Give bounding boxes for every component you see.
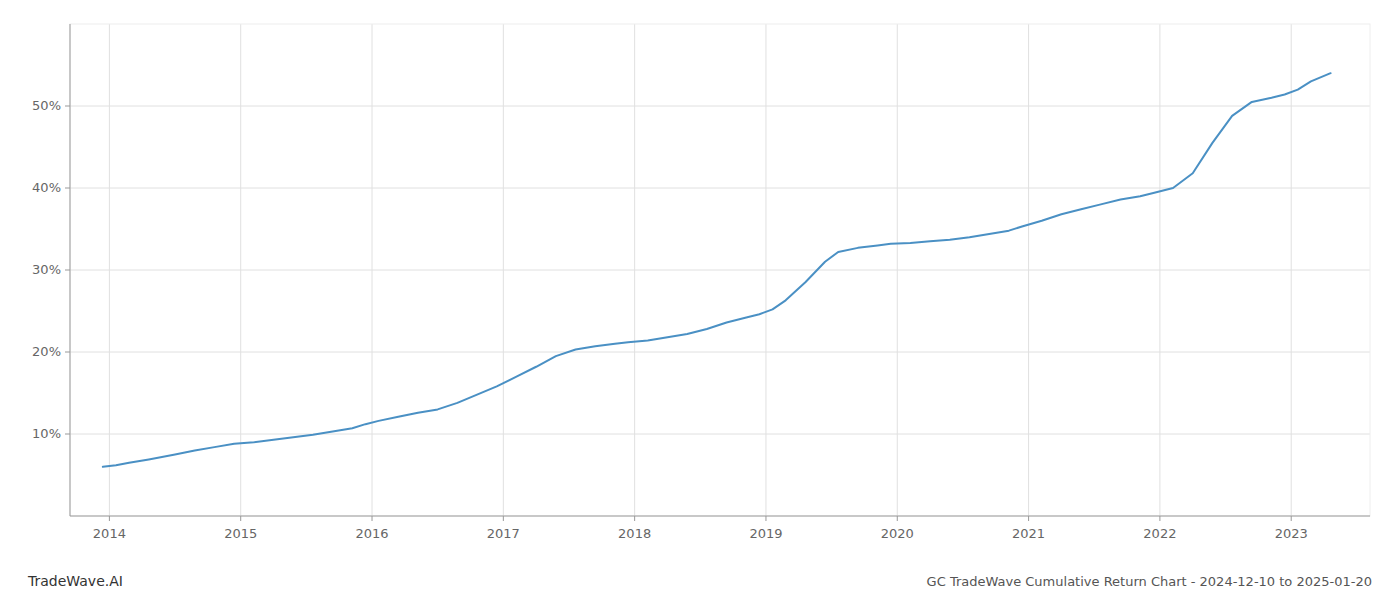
x-tick-label: 2019	[749, 526, 782, 541]
y-tick	[65, 270, 70, 271]
x-grid-line	[765, 24, 766, 516]
x-tick	[372, 516, 373, 521]
x-tick-label: 2018	[618, 526, 651, 541]
data-area	[103, 73, 1331, 467]
axes	[65, 24, 1370, 521]
grid	[70, 24, 1370, 516]
x-grid-line	[1028, 24, 1029, 516]
y-tick	[65, 352, 70, 353]
x-tick	[765, 516, 766, 521]
x-tick-label: 2020	[881, 526, 914, 541]
x-tick	[109, 516, 110, 521]
x-tick-label: 2021	[1012, 526, 1045, 541]
x-grid-line	[503, 24, 504, 516]
x-grid-line	[897, 24, 898, 516]
footer: TradeWave.AI GC TradeWave Cumulative Retu…	[27, 573, 1372, 589]
y-tick-label: 30%	[32, 262, 61, 277]
x-grid-line	[240, 24, 241, 516]
y-tick-label: 50%	[32, 98, 61, 113]
x-tick-label: 2014	[93, 526, 126, 541]
y-grid-line	[70, 352, 1370, 353]
watermark: TradeWave.AI	[27, 573, 123, 589]
title: GC TradeWave Cumulative Return Chart - 2…	[927, 574, 1372, 589]
y-grid-line	[70, 270, 1370, 271]
y-tick-label: 40%	[32, 180, 61, 195]
x-tick-label: 2017	[487, 526, 520, 541]
x-grid-line	[634, 24, 635, 516]
x-tick-label: 2016	[355, 526, 388, 541]
x-tick	[1159, 516, 1160, 521]
tick-labels: 10% 20% 30% 40% 50% 2014 2015 2016 2017 2018 2019 2…	[32, 98, 1308, 542]
x-tick-label: 2023	[1275, 526, 1308, 541]
x-tick-label: 2015	[224, 526, 257, 541]
page: {"chart_data": { "type": "line", "title"…	[0, 0, 1400, 600]
y-tick	[65, 434, 70, 435]
y-tick-label: 20%	[32, 344, 61, 359]
x-tick-label: 2022	[1143, 526, 1176, 541]
x-grid-line	[1159, 24, 1160, 516]
y-tick-label: 10%	[32, 426, 61, 441]
background	[0, 0, 1400, 600]
x-tick	[634, 516, 635, 521]
y-tick	[65, 188, 70, 189]
x-tick	[897, 516, 898, 521]
chart: 10% 20% 30% 40% 50% 2014 2015 2016 2017 2018 2019 2…	[0, 0, 1400, 600]
x-tick	[1291, 516, 1292, 521]
series-line	[103, 73, 1331, 467]
y-grid-line	[70, 106, 1370, 107]
x-tick	[503, 516, 504, 521]
x-axis-line	[70, 516, 1370, 517]
plot-frame	[70, 24, 1370, 516]
x-grid-line	[372, 24, 373, 516]
x-grid-line	[109, 24, 110, 516]
x-tick	[1028, 516, 1029, 521]
x-tick	[240, 516, 241, 521]
y-tick	[65, 106, 70, 107]
x-grid-line	[1291, 24, 1292, 516]
y-grid-line	[70, 434, 1370, 435]
